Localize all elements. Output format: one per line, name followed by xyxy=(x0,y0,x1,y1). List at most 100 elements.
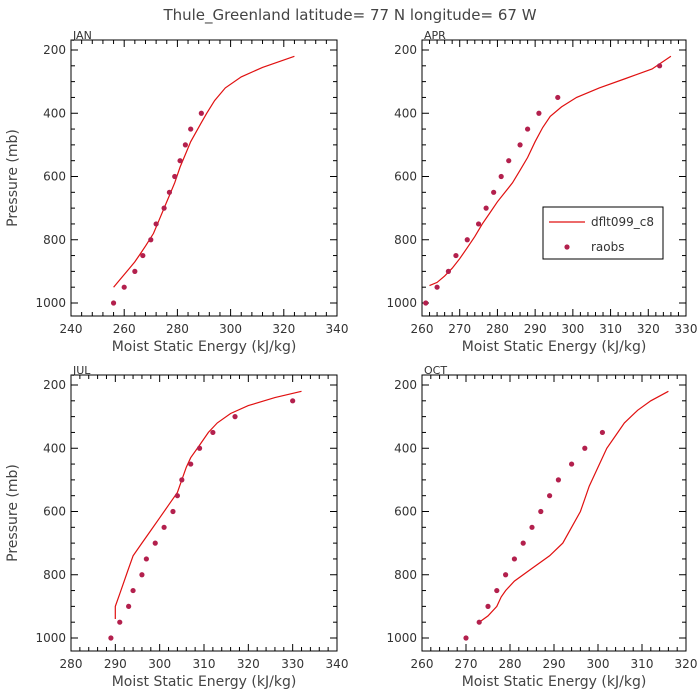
x-axis-label: Moist Static Energy (kJ/kg) xyxy=(462,674,647,690)
legend-marker-swatch xyxy=(564,244,570,250)
x-tick-label: 330 xyxy=(281,657,304,671)
raobs-point xyxy=(172,173,178,180)
x-tick-label: 290 xyxy=(524,322,547,336)
panel-label: OCT xyxy=(424,364,447,377)
y-tick-label: 400 xyxy=(43,106,66,120)
y-tick-label: 200 xyxy=(394,43,417,57)
raobs-point xyxy=(657,63,663,69)
model-profile-line xyxy=(114,390,302,619)
plot-frame xyxy=(421,39,687,317)
panel-label: JAN xyxy=(72,29,92,42)
x-tick-label: 300 xyxy=(148,657,171,671)
raobs-point xyxy=(110,300,117,306)
raobs-point xyxy=(198,110,204,116)
x-tick-label: 260 xyxy=(113,322,136,336)
x-tick-label: 320 xyxy=(637,322,660,336)
x-tick-label: 320 xyxy=(272,322,295,336)
x-tick-label: 310 xyxy=(631,657,654,671)
raobs-point xyxy=(525,126,531,132)
y-tick-label: 600 xyxy=(43,170,66,184)
x-tick-label: 280 xyxy=(166,322,189,336)
plot-frame xyxy=(421,374,687,652)
raobs-point xyxy=(423,300,429,306)
raobs-point xyxy=(547,493,553,499)
x-tick-label: 260 xyxy=(411,322,434,336)
raobs-point xyxy=(599,429,606,436)
raobs-point xyxy=(232,414,238,420)
legend-label: dflt099_c8 xyxy=(591,215,654,229)
x-tick-label: 300 xyxy=(219,322,242,336)
raobs-point xyxy=(139,572,145,578)
y-tick-label: 1000 xyxy=(35,631,66,645)
x-tick-label: 340 xyxy=(326,322,349,336)
raobs-point xyxy=(177,158,183,164)
raobs-point xyxy=(182,142,188,148)
y-tick-label: 400 xyxy=(394,106,417,120)
y-tick-label: 200 xyxy=(394,378,417,392)
x-tick-label: 270 xyxy=(455,657,478,671)
chart-panels: 240 260 280 300 320 340 200 400 600 800 1000 JAN Moi… xyxy=(5,29,697,690)
y-tick-label: 200 xyxy=(43,378,66,392)
raobs-point xyxy=(464,237,470,243)
raobs-point xyxy=(529,524,535,530)
plot-frame xyxy=(70,374,338,652)
raobs-point xyxy=(476,619,482,625)
x-tick-label: 300 xyxy=(587,657,610,671)
x-tick-label: 280 xyxy=(486,322,509,336)
raobs-point xyxy=(582,445,588,451)
x-tick-label: 270 xyxy=(448,322,471,336)
x-tick-label: 320 xyxy=(675,657,698,671)
y-tick-label: 800 xyxy=(43,233,66,247)
raobs-point xyxy=(126,603,132,609)
raobs-point xyxy=(520,540,526,546)
raobs-point xyxy=(555,477,562,483)
raobs-point xyxy=(166,189,173,195)
x-tick-label: 330 xyxy=(675,322,698,336)
raobs-point xyxy=(498,173,504,180)
raobs-point xyxy=(140,252,146,259)
raobs-point xyxy=(130,587,136,594)
raobs-point xyxy=(491,189,497,195)
raobs-point xyxy=(161,205,167,211)
chart-panel-jul: 280 290 300 310 320 330 340 200 400 600 800 1000 JUL… xyxy=(5,364,348,690)
legend-box xyxy=(542,206,664,260)
raobs-point xyxy=(153,221,159,227)
raobs-point xyxy=(117,619,123,625)
y-axis-label: Pressure (mb) xyxy=(5,129,21,227)
raobs-point xyxy=(555,94,561,101)
raobs-point xyxy=(494,587,500,594)
raobs-point xyxy=(517,142,523,148)
raobs-point xyxy=(174,493,180,499)
y-tick-label: 600 xyxy=(43,505,66,519)
x-axis-label: Moist Static Energy (kJ/kg) xyxy=(462,339,647,355)
raobs-point xyxy=(453,252,459,259)
raobs-point xyxy=(143,556,149,562)
raobs-point xyxy=(536,110,542,116)
x-tick-label: 310 xyxy=(599,322,622,336)
raobs-point xyxy=(475,221,482,227)
figure-title: Thule_Greenland latitude= 77 N longitude… xyxy=(162,6,536,25)
raobs-point xyxy=(108,635,114,641)
model-profile-line xyxy=(478,390,669,623)
x-tick-label: 320 xyxy=(237,657,260,671)
y-tick-label: 400 xyxy=(43,441,66,455)
x-tick-label: 290 xyxy=(543,657,566,671)
raobs-point xyxy=(445,268,451,274)
legend-label: raobs xyxy=(591,240,625,254)
x-tick-label: 280 xyxy=(499,657,522,671)
raobs-point xyxy=(506,158,512,164)
raobs-point xyxy=(434,284,440,290)
y-tick-label: 800 xyxy=(394,233,417,247)
x-tick-label: 280 xyxy=(60,657,83,671)
model-profile-line xyxy=(429,55,672,287)
y-tick-label: 1000 xyxy=(386,296,417,310)
raobs-point xyxy=(188,126,194,132)
panel-label: APR xyxy=(424,29,446,42)
raobs-point xyxy=(569,461,575,467)
raobs-point xyxy=(210,429,216,436)
y-tick-label: 200 xyxy=(43,43,66,57)
raobs-point xyxy=(511,556,517,562)
chart-panel-jan: 240 260 280 300 320 340 200 400 600 800 1000 JAN Moi… xyxy=(5,29,348,355)
x-tick-label: 260 xyxy=(411,657,434,671)
